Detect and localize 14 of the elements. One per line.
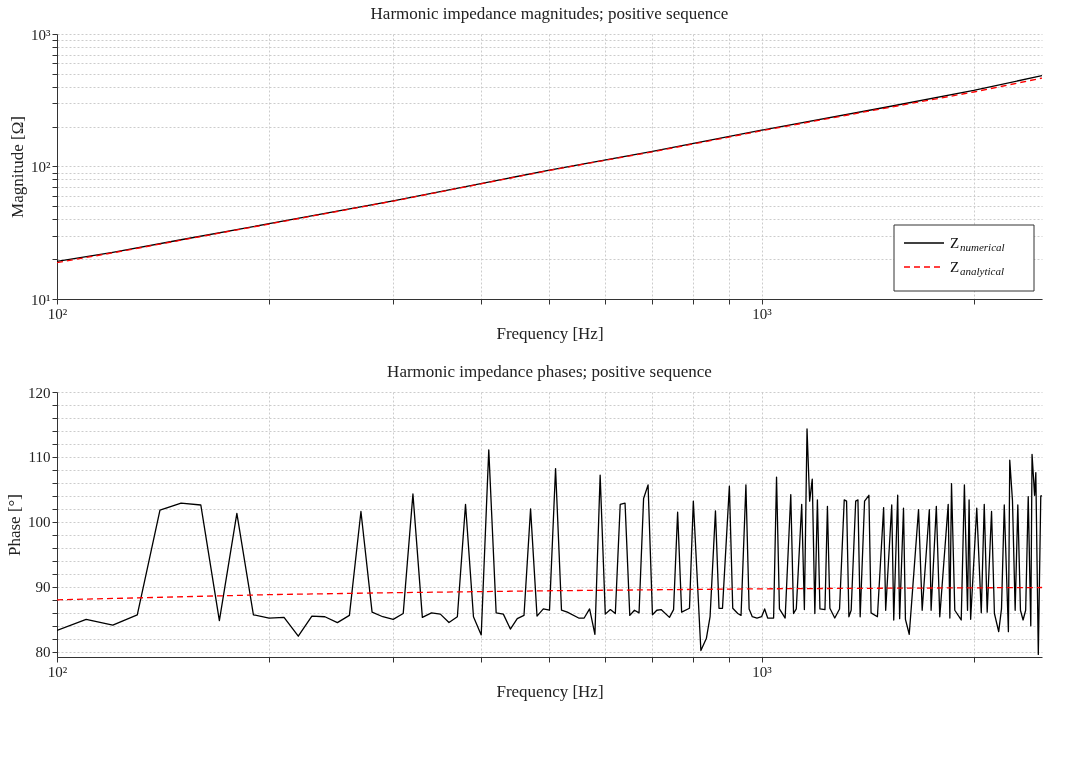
y-tick-label: 10² xyxy=(31,159,51,175)
y-tick-label: 10³ xyxy=(31,26,51,43)
x-axis-title: Frequency [Hz] xyxy=(496,681,604,701)
y-tick-label: 10¹ xyxy=(31,291,51,308)
y-tick-label: 120 xyxy=(28,384,51,401)
y-tick-label: 110 xyxy=(28,449,51,466)
y-tick-label: 80 xyxy=(35,644,51,661)
y-tick-label: 90 xyxy=(35,579,51,596)
y-tick-label: 100 xyxy=(28,514,51,531)
x-axis-title: Frequency [Hz] xyxy=(496,323,604,343)
chart-title: Harmonic impedance magnitudes; positive sequence xyxy=(370,4,729,23)
y-axis-title: Magnitude [Ω] xyxy=(8,116,27,218)
y-axis-title: Phase [°] xyxy=(5,493,24,557)
chart-title: Harmonic impedance phases; positive sequence xyxy=(387,362,712,381)
